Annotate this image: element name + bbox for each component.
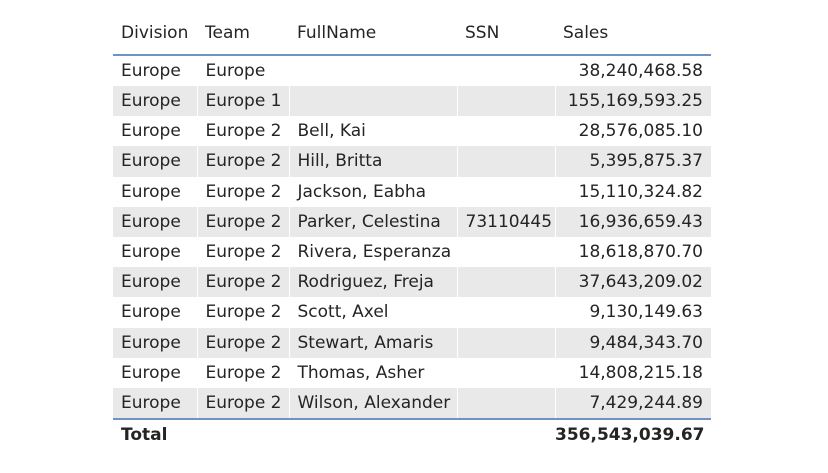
cell-ssn: [457, 297, 556, 328]
total-label: Total: [113, 418, 197, 450]
total-row: Total 356,543,039.67: [113, 418, 711, 450]
cell-ssn: [457, 86, 556, 117]
cell-sales: 14,808,215.18: [578, 362, 703, 383]
sales-table: Division Team FullName SSN Sales Europe E…: [113, 12, 711, 450]
cell-fullname: Stewart, Amaris: [289, 327, 458, 358]
cell-team: Europe: [197, 55, 290, 86]
cell-division: Europe: [113, 86, 198, 117]
cell-fullname: Thomas, Asher: [289, 357, 458, 388]
total-team-cell: [197, 418, 289, 450]
table-row[interactable]: Europe Europe 2 Stewart, Amaris 9,484,343.7…: [113, 327, 711, 358]
table-row[interactable]: Europe Europe 2 Bell, Kai 28,576,085.10: [113, 116, 711, 147]
cell-division: Europe: [113, 236, 198, 268]
table-header: Division Team FullName SSN Sales: [113, 12, 711, 56]
cell-fullname: [289, 86, 458, 117]
cell-sales: 28,576,085.10: [578, 121, 703, 142]
cell-division: Europe: [113, 357, 198, 388]
column-header-sales[interactable]: Sales: [555, 12, 711, 56]
table-row[interactable]: Europe Europe 2 Wilson, Alexander 7,429,244…: [113, 387, 711, 420]
cell-division: Europe: [113, 206, 198, 237]
cell-ssn: [457, 327, 556, 358]
table-row[interactable]: Europe Europe 2 Parker, Celestina 73110445 1…: [113, 206, 711, 237]
cell-team: Europe 1: [197, 86, 290, 117]
cell-team: Europe 2: [197, 297, 290, 328]
cell-ssn: [457, 357, 556, 388]
total-fullname-cell: [289, 418, 457, 450]
cell-sales: 37,643,209.02: [555, 267, 711, 298]
cell-division: Europe: [113, 267, 198, 298]
cell-ssn: [457, 55, 556, 86]
cell-ssn: [457, 116, 556, 147]
table-row[interactable]: Europe Europe 2 Hill, Britta 5,395,875.37: [113, 146, 711, 177]
cell-team: Europe 2: [197, 236, 290, 268]
cell-team: Europe 2: [197, 327, 290, 358]
cell-fullname: Wilson, Alexander: [289, 387, 458, 420]
column-header-fullname[interactable]: FullName: [289, 12, 457, 56]
cell-ssn: 73110445: [457, 206, 556, 237]
cell-ssn: [457, 176, 556, 207]
cell-division: Europe: [113, 116, 198, 147]
cell-ssn: [457, 267, 556, 298]
cell-division: Europe: [113, 146, 198, 177]
cell-team: Europe 2: [197, 267, 290, 298]
cell-sales: 9,484,343.70: [555, 327, 711, 358]
cell-division: Europe: [113, 55, 198, 86]
cell-team: Europe 2: [197, 206, 290, 237]
cell-team: Europe 2: [197, 357, 290, 388]
cell-team: Europe 2: [197, 116, 290, 147]
cell-division: Europe: [113, 387, 198, 420]
table-row[interactable]: Europe Europe 2 Jackson, Eabha 15,110,324.8…: [113, 176, 711, 207]
table-row[interactable]: Europe Europe 2 Thomas, Asher 14,808,215.18: [113, 357, 711, 388]
cell-fullname: Rivera, Esperanza: [289, 236, 458, 268]
table-visual: Division Team FullName SSN Sales Europe E…: [113, 12, 711, 450]
cell-fullname: Rodriguez, Freja: [289, 267, 458, 298]
cell-division: Europe: [113, 327, 198, 358]
cell-sales: 155,169,593.25: [555, 86, 711, 117]
cell-team: Europe 2: [197, 146, 290, 177]
cell-team: Europe 2: [197, 387, 290, 420]
table-footer: Total 356,543,039.67: [113, 418, 711, 450]
cell-sales: 9,130,149.63: [589, 302, 703, 323]
column-header-ssn[interactable]: SSN: [457, 12, 555, 56]
cell-fullname: Hill, Britta: [289, 146, 458, 177]
table-row[interactable]: Europe Europe 2 Rivera, Esperanza 18,618,87…: [113, 236, 711, 268]
column-header-team[interactable]: Team: [197, 12, 289, 56]
cell-ssn: [457, 236, 556, 268]
cell-division: Europe: [113, 176, 198, 207]
table-row[interactable]: Europe Europe 38,240,468.58: [113, 55, 711, 86]
cell-fullname: Jackson, Eabha: [289, 176, 458, 207]
cell-division: Europe: [113, 297, 198, 328]
cell-sales: 38,240,468.58: [578, 61, 703, 81]
cell-sales: 7,429,244.89: [555, 387, 711, 420]
total-sales-value: 356,543,039.67: [555, 418, 711, 450]
header-row: Division Team FullName SSN Sales: [113, 12, 711, 56]
table-row[interactable]: Europe Europe 2 Rodriguez, Freja 37,643,209…: [113, 267, 711, 298]
cell-sales: 16,936,659.43: [555, 206, 711, 237]
cell-fullname: [289, 55, 458, 86]
cell-sales: 15,110,324.82: [578, 181, 703, 202]
cell-fullname: Parker, Celestina: [289, 206, 458, 237]
cell-sales: 18,618,870.70: [578, 242, 703, 263]
table-row[interactable]: Europe Europe 1 155,169,593.25: [113, 86, 711, 117]
cell-ssn: [457, 146, 556, 177]
table-row[interactable]: Europe Europe 2 Scott, Axel 9,130,149.63: [113, 297, 711, 328]
cell-fullname: Scott, Axel: [289, 297, 458, 328]
cell-fullname: Bell, Kai: [289, 116, 458, 147]
column-header-division[interactable]: Division: [113, 12, 197, 56]
cell-team: Europe 2: [197, 176, 290, 207]
cell-ssn: [457, 387, 556, 420]
cell-sales: 5,395,875.37: [555, 146, 711, 177]
total-ssn-cell: [457, 418, 555, 450]
